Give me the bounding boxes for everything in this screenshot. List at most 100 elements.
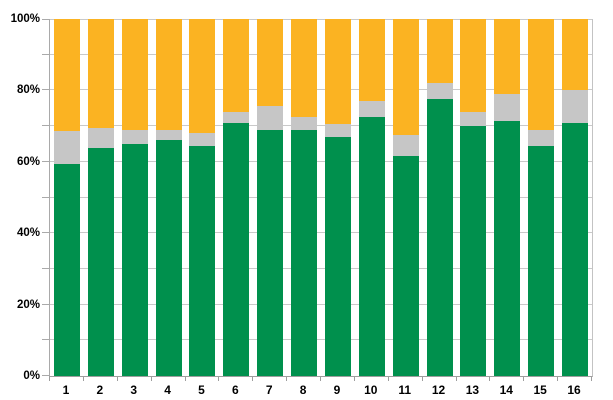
bar-segment-green-8 — [291, 129, 318, 376]
bar-segment-gray-14 — [494, 93, 521, 121]
x-axis-label-15: 15 — [533, 383, 547, 397]
bar-segment-yellow-1 — [53, 19, 80, 132]
y-axis-tick-20 — [42, 303, 49, 305]
bar-column-5 — [189, 19, 216, 376]
bar-segment-gray-13 — [460, 111, 487, 127]
x-axis-tick-3 — [151, 376, 152, 381]
x-axis-tick-11 — [422, 376, 423, 381]
bar-column-10 — [358, 19, 385, 376]
bar-column-13 — [460, 19, 487, 376]
x-axis-label-7: 7 — [265, 383, 273, 397]
x-axis-label-16: 16 — [567, 383, 581, 397]
gridline-50 — [50, 196, 592, 198]
bar-slot-10 — [355, 19, 389, 376]
bar-segment-green-10 — [358, 117, 385, 376]
bar-segment-gray-9 — [324, 124, 351, 137]
bar-segment-yellow-14 — [494, 19, 521, 94]
bar-segment-gray-8 — [291, 117, 318, 130]
x-axis-tick-8 — [320, 376, 321, 381]
bar-segment-green-9 — [324, 136, 351, 376]
gridline-70 — [50, 125, 592, 127]
gridline-90 — [50, 53, 592, 55]
gridline-60 — [50, 160, 592, 162]
x-axis-tick-15 — [557, 376, 558, 381]
y-axis-tick-90 — [42, 53, 49, 55]
bar-segment-green-6 — [223, 122, 250, 376]
bar-segment-yellow-4 — [155, 19, 182, 130]
bar-column-1 — [53, 19, 80, 376]
gridline-10 — [50, 339, 592, 341]
bar-slot-14 — [490, 19, 524, 376]
bar-slot-13 — [457, 19, 491, 376]
x-axis-tick-13 — [489, 376, 490, 381]
bar-slot-2 — [84, 19, 118, 376]
x-axis-tick-9 — [354, 376, 355, 381]
bar-slot-5 — [186, 19, 220, 376]
x-axis-tick-5 — [218, 376, 219, 381]
bar-segment-yellow-15 — [528, 19, 555, 130]
bar-segment-green-3 — [121, 143, 148, 376]
bar-slot-8 — [287, 19, 321, 376]
bar-column-12 — [426, 19, 453, 376]
x-axis-tick-2 — [117, 376, 118, 381]
x-axis-label-13: 13 — [465, 383, 480, 397]
bar-slot-4 — [152, 19, 186, 376]
bar-segment-gray-12 — [426, 83, 453, 100]
gridline-100 — [50, 19, 592, 20]
bar-column-3 — [121, 19, 148, 376]
bar-column-7 — [257, 19, 284, 376]
bar-slot-15 — [524, 19, 558, 376]
bar-segment-gray-4 — [155, 129, 182, 141]
y-axis-tick-80 — [42, 89, 49, 91]
bar-segment-green-7 — [257, 129, 284, 376]
y-axis-label-80: 80% — [16, 84, 40, 97]
bar-segment-green-11 — [392, 156, 419, 376]
bar-slot-7 — [253, 19, 287, 376]
x-axis-tick-1 — [83, 376, 84, 381]
bar-segment-green-16 — [562, 122, 589, 376]
y-axis-tick-70 — [42, 125, 49, 127]
bars-layer — [50, 19, 592, 376]
bar-segment-yellow-13 — [460, 19, 487, 112]
x-axis-label-5: 5 — [198, 383, 205, 397]
bar-segment-gray-2 — [87, 127, 114, 148]
bar-column-2 — [87, 19, 114, 376]
y-axis-label-20: 20% — [16, 298, 40, 311]
y-axis-label-40: 40% — [16, 227, 40, 240]
bar-segment-green-1 — [53, 163, 80, 376]
plot-area — [49, 19, 593, 377]
bar-slot-6 — [219, 19, 253, 376]
bar-slot-9 — [321, 19, 355, 376]
x-axis-tick-16 — [591, 376, 592, 381]
x-axis-label-11: 11 — [398, 383, 412, 397]
bar-segment-gray-1 — [53, 131, 80, 164]
x-axis-label-6: 6 — [231, 383, 239, 397]
x-axis-tick-14 — [523, 376, 524, 381]
y-axis-label-100: 100% — [10, 13, 40, 25]
x-axis-label-14: 14 — [499, 383, 513, 397]
x-axis-labels: 1 2 3 4 5 6 7 8 9 10 11 12 13 14 15 16 — [49, 383, 591, 397]
gridline-40 — [50, 232, 592, 234]
bar-column-14 — [494, 19, 521, 376]
y-axis-label-0: 0% — [23, 370, 40, 382]
bar-segment-green-13 — [460, 126, 487, 376]
bar-segment-yellow-2 — [87, 19, 114, 128]
bar-segment-yellow-16 — [562, 19, 589, 91]
x-axis-tick-12 — [456, 376, 457, 381]
x-axis-label-10: 10 — [364, 383, 378, 397]
bar-segment-green-5 — [189, 145, 216, 376]
bar-segment-gray-15 — [528, 129, 555, 146]
bar-segment-yellow-6 — [223, 19, 250, 112]
gridline-30 — [50, 267, 592, 269]
y-axis-tick-100 — [42, 19, 49, 20]
y-axis-tick-60 — [42, 160, 49, 162]
bar-segment-yellow-10 — [358, 19, 385, 102]
bar-segment-green-12 — [426, 99, 453, 376]
x-axis-tick-7 — [286, 376, 287, 381]
bar-segment-gray-10 — [358, 101, 385, 118]
bar-column-6 — [223, 19, 250, 376]
x-axis-tick-6 — [252, 376, 253, 381]
gridline-80 — [50, 89, 592, 91]
bar-slot-12 — [423, 19, 457, 376]
